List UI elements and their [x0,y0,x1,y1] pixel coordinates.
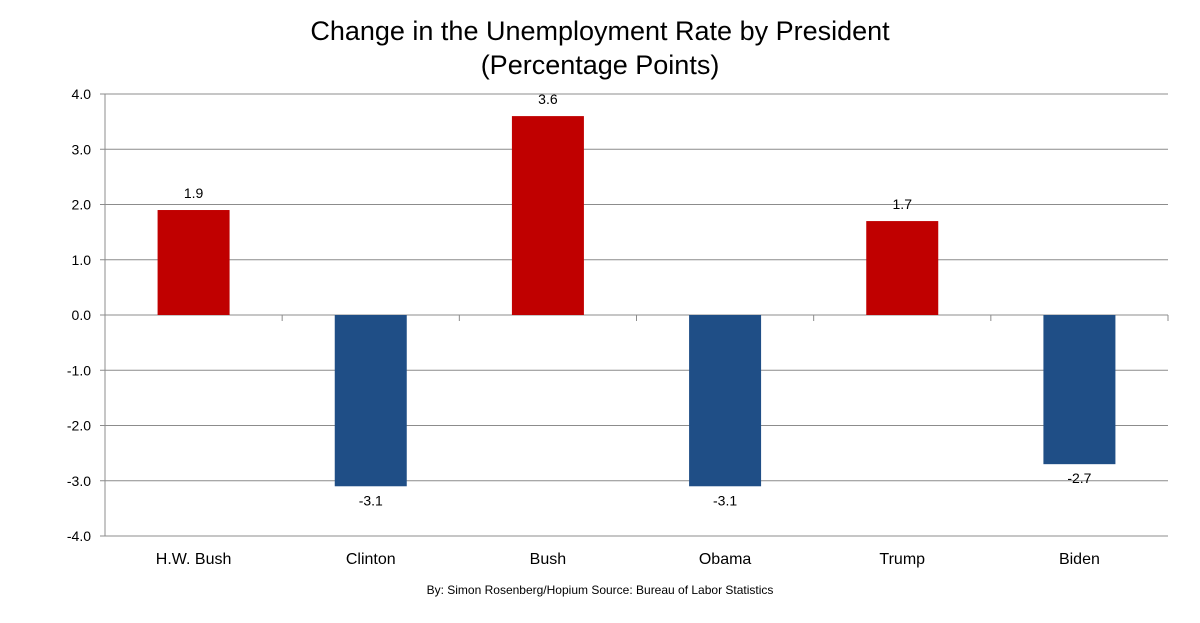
chart-source-note: By: Simon Rosenberg/Hopium Source: Burea… [426,583,774,597]
bar-obama [689,315,762,487]
y-tick-label: -4.0 [67,528,91,544]
y-tick-label: 3.0 [72,141,92,157]
bar-h-w-bush [157,210,230,315]
y-tick-label: 1.0 [72,252,92,268]
labels: 4.0 3.0 2.0 1.0 0.0 -1.0 -2.0 -3.0 -4.0 1.9 H.W. B… [67,86,1100,568]
bar-bush [511,116,584,315]
data-label: 1.9 [184,185,204,201]
y-tick-label: 4.0 [72,86,92,102]
data-label: 3.6 [538,91,558,107]
bar-clinton [334,315,407,487]
y-tick-label: -3.0 [67,473,91,489]
bars [157,116,1116,487]
y-tick-label: -1.0 [67,362,91,378]
data-label: -3.1 [359,492,383,508]
bar-trump [866,221,939,315]
x-category-label: Obama [699,551,752,568]
data-label: -3.1 [713,492,737,508]
bar-biden [1043,315,1116,465]
gridlines [100,93,1168,537]
y-tick-label: 2.0 [72,197,92,213]
x-category-label: Biden [1059,551,1100,568]
y-tick-label: 0.0 [72,307,92,323]
x-category-label: Bush [530,551,566,568]
data-label: 1.7 [893,196,913,212]
x-category-label: H.W. Bush [156,551,232,568]
axes [104,94,1169,536]
chart-title: Change in the Unemployment Rate by Presi… [0,14,1200,82]
data-label: -2.7 [1067,470,1091,486]
x-category-label: Trump [879,551,925,568]
chart-title-line-2: (Percentage Points) [480,50,720,80]
x-category-label: Clinton [346,551,396,568]
y-tick-label: -2.0 [67,418,91,434]
chart-title-line-1: Change in the Unemployment Rate by Presi… [310,16,890,46]
